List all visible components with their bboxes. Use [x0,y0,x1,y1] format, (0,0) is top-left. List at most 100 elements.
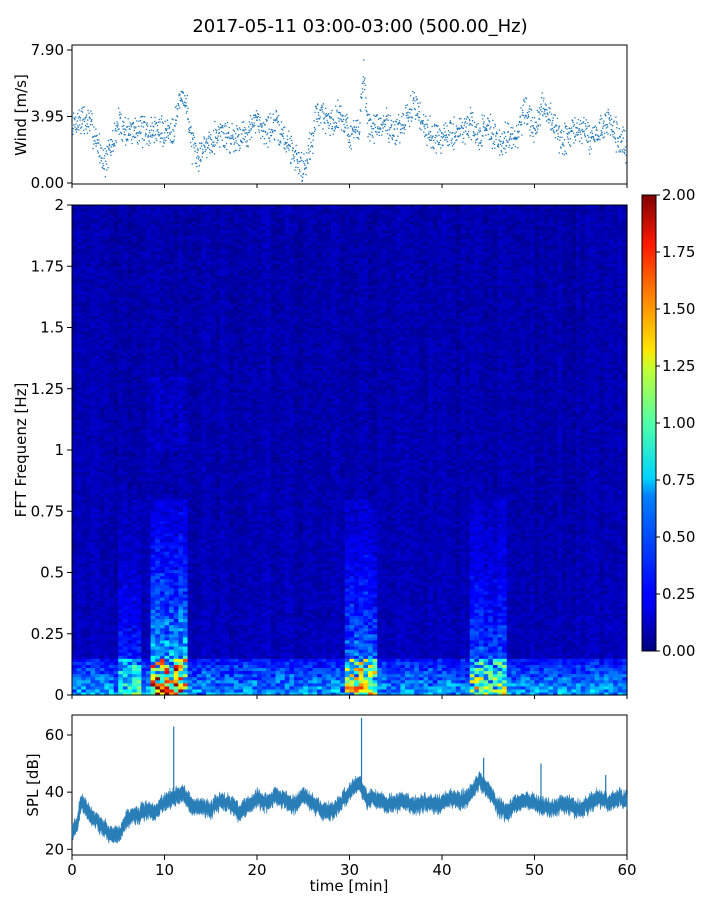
spectrogram-cell [150,621,156,626]
spectrogram-cell [122,597,129,601]
spectrogram-cell [85,223,92,228]
wind-point [388,129,390,131]
wind-point [596,129,598,131]
spectrogram-cell [109,563,115,567]
spectrogram-cell [81,278,87,283]
spectrogram-cell [146,489,152,494]
spectrogram-cell [109,446,115,451]
wind-point [232,136,234,138]
wind-point [167,125,169,127]
spectrogram-cell [85,379,92,384]
wind-point [232,129,234,131]
spectrogram-cell [95,437,101,442]
wind-point [286,146,288,148]
wind-point [178,93,180,95]
spectrogram-cell [109,321,115,326]
spectrogram-cell [132,489,138,494]
spectrogram-cell [155,425,161,430]
spectrogram-cell [90,642,96,647]
spectrogram-cell [155,639,161,644]
spectrogram-cell [104,606,110,610]
spectrogram-cell [95,315,101,319]
wind-point [403,132,405,135]
spectrogram-cell [109,220,115,224]
spectrogram-cell [122,679,129,684]
spectrogram-cell [132,241,138,246]
wind-point [322,111,324,113]
spectrogram-cell [109,330,115,335]
spectrogram-cell [118,554,124,558]
wind-point [283,143,286,145]
spectrogram-cell [136,578,142,583]
spectrogram-cell [132,566,138,571]
spectrogram-cell [95,226,101,231]
spectrogram-cell [118,324,124,329]
wind-point [177,103,180,105]
spectrogram-cell [141,407,147,411]
spectrogram-cell [118,431,124,436]
spectrogram-cell [72,560,78,564]
spectrogram-cell [150,214,156,218]
wind-point [387,114,390,116]
spectrogram-cell [81,560,87,564]
spectrogram-cell [155,499,161,503]
spectrogram-cell [72,618,78,623]
wind-point [333,130,336,132]
spectrogram-cell [72,413,78,417]
wind-point [208,131,210,133]
spectrogram-cell [146,597,152,601]
spectrogram-cell [118,419,124,424]
wind-point [116,126,119,128]
spectrogram-cell [113,379,119,384]
spectrogram-cell [76,603,82,607]
wind-point [163,142,165,144]
spectrogram-cell [104,575,110,580]
spectrogram-cell [118,450,124,454]
wind-point [557,128,560,130]
spectrogram-cell [99,682,105,687]
spectrogram-cell [99,633,105,638]
spectrogram-cell [159,639,166,644]
spectrogram-cell [109,523,115,528]
spectrogram-cell [72,652,78,656]
spectrogram-cell [109,477,115,482]
spectrogram-cell [95,263,101,267]
spectrogram-cell [81,554,87,558]
wind-point [298,169,301,171]
spectrogram-cell [155,618,161,623]
spectrogram-cell [99,667,105,672]
spectrogram-cell [85,658,92,662]
wind-point [99,155,101,157]
spectrogram-cell [104,538,110,543]
spectrogram-cell [150,263,156,267]
wind-point [172,118,174,121]
wind-point [142,126,144,128]
spectrogram-cell [72,590,78,595]
spectrogram-cell [132,339,138,344]
spectrogram-cell [109,606,115,610]
spectrogram-cell [113,275,119,280]
wind-point [161,132,163,134]
spectrogram-cell [90,330,96,335]
spectrogram-cell [122,211,129,215]
spectrogram-cell [81,306,87,310]
spectrogram-cell [146,456,152,460]
spectrogram-cell [146,247,152,252]
spectrogram-cell [99,428,105,433]
wind-point [159,121,161,123]
spectrogram-cell [81,649,87,653]
spectrogram-cell [136,339,142,344]
spectrogram-cell [76,584,82,589]
spectrogram-cell [113,315,119,319]
spectrogram-cell [118,584,124,589]
spectrogram-cell [127,560,133,564]
wind-point [487,133,489,136]
spectrogram-cell [109,281,115,286]
wind-point [151,134,154,137]
spectrogram-cell [146,627,152,632]
spectrogram-cell [104,339,110,344]
spectrogram-cell [150,208,156,212]
spectrogram-cell [90,691,96,696]
spectrogram-cell [141,303,147,307]
spectrogram-cell [95,321,101,326]
